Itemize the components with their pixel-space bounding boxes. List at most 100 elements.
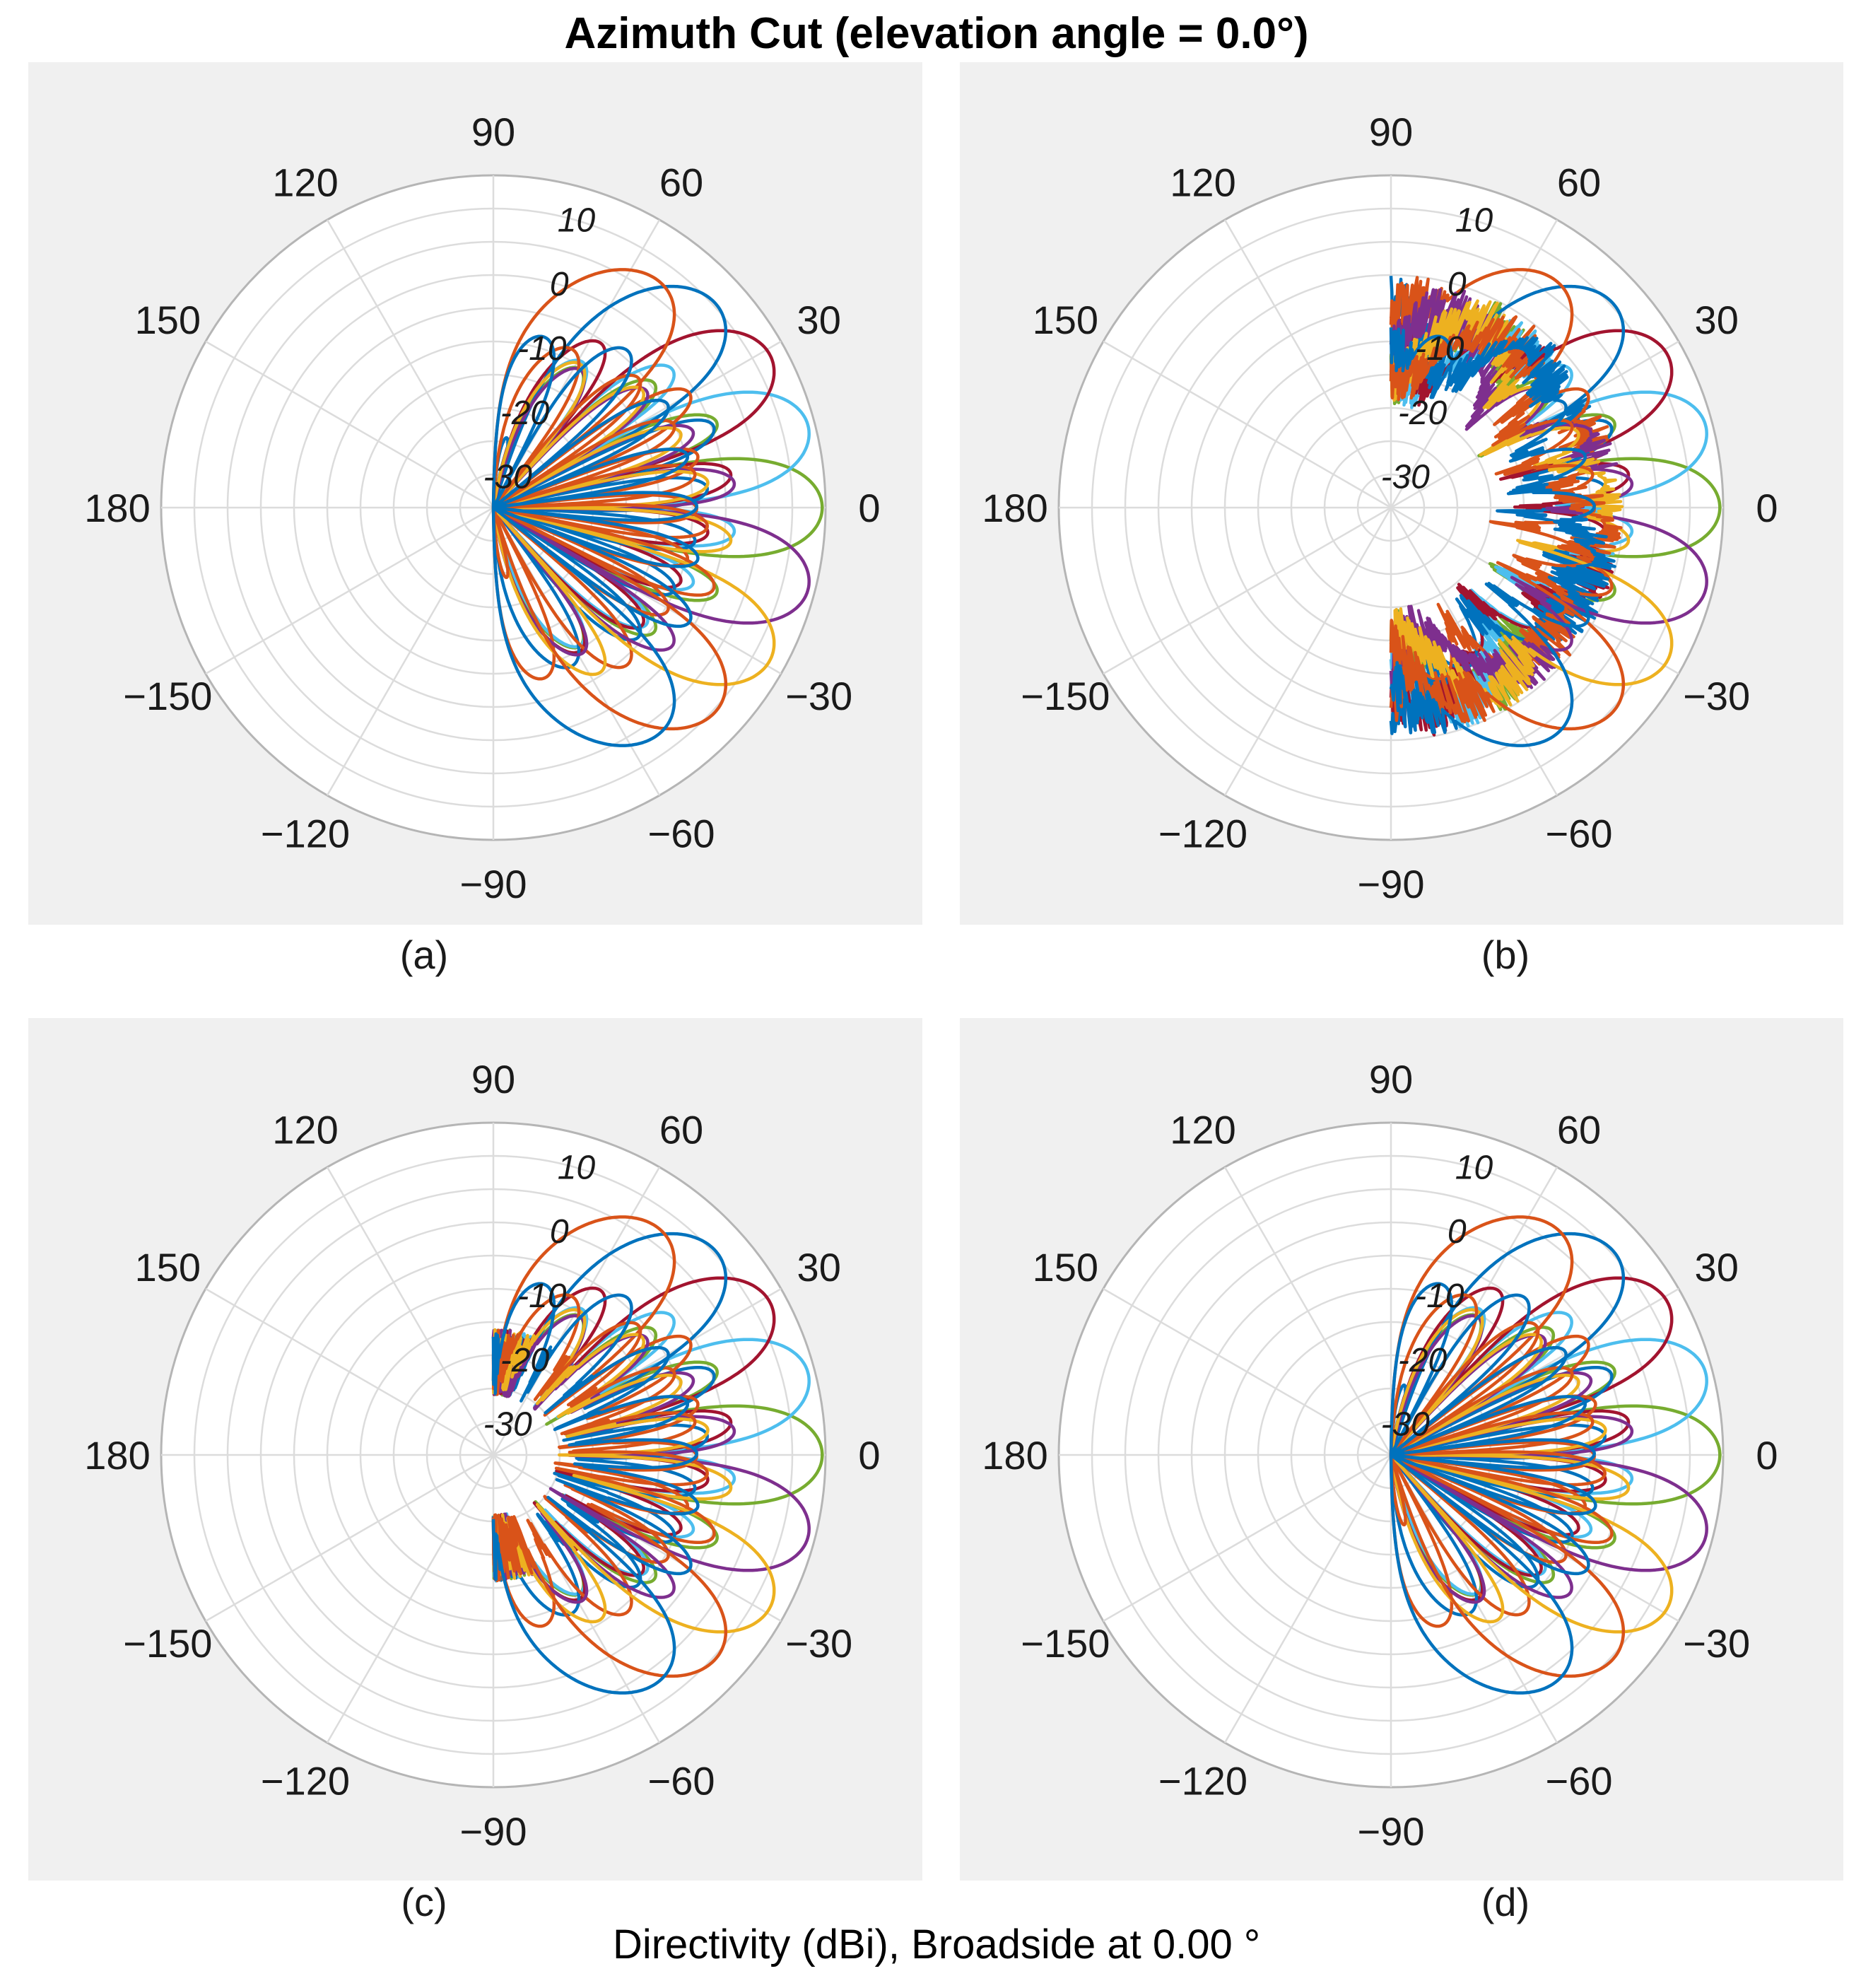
- theta-tick-label: −90: [460, 862, 527, 906]
- theta-tick-label: 30: [1695, 298, 1739, 342]
- theta-tick-label: 150: [135, 1245, 201, 1290]
- figure-xlabel: Directivity (dBi), Broadside at 0.00 °: [613, 1922, 1260, 1967]
- theta-tick-label: −30: [785, 674, 852, 718]
- theta-tick-label: 150: [1033, 298, 1098, 342]
- theta-tick-label: 120: [1170, 160, 1235, 204]
- r-tick-label: -10: [1415, 1277, 1464, 1315]
- theta-tick-label: 30: [797, 298, 841, 342]
- r-tick-label: -20: [1398, 1342, 1448, 1379]
- theta-tick-label: −150: [1021, 674, 1110, 718]
- grid-spoke: [1103, 340, 1392, 509]
- beam-pattern-line: [1389, 1282, 1597, 1695]
- theta-tick-label: −60: [648, 1759, 715, 1803]
- r-tick-label: 0: [550, 1213, 569, 1251]
- beam-pattern-line: [1389, 327, 1616, 747]
- theta-tick-label: −120: [261, 1759, 350, 1803]
- beam-pattern-line: [491, 1308, 776, 1634]
- theta-tick-label: 120: [1170, 1107, 1235, 1152]
- theta-tick-label: 0: [1756, 1433, 1778, 1478]
- theta-tick-label: −90: [1358, 1809, 1425, 1854]
- r-tick-label: 0: [550, 266, 569, 303]
- subplot-label: (a): [400, 932, 448, 977]
- theta-tick-label: 180: [982, 486, 1047, 530]
- r-tick-label: -10: [517, 1277, 567, 1315]
- theta-tick-label: 60: [1557, 1107, 1601, 1152]
- grid-spoke: [1223, 507, 1392, 796]
- grid-spoke: [205, 340, 494, 509]
- grid-spoke: [326, 1454, 495, 1743]
- r-tick-label: -10: [517, 330, 567, 368]
- theta-tick-label: 90: [1369, 110, 1413, 154]
- subplot-label: (b): [1481, 932, 1529, 977]
- r-tick-label: -30: [483, 1406, 533, 1444]
- theta-tick-label: −30: [1683, 1621, 1750, 1666]
- theta-tick-label: 60: [1557, 160, 1601, 204]
- grid-spoke: [205, 506, 494, 675]
- theta-tick-label: −120: [1158, 1759, 1247, 1803]
- theta-tick-label: 120: [272, 1107, 338, 1152]
- subplot-label: (d): [1481, 1880, 1529, 1924]
- beam-pattern-line: [491, 334, 700, 747]
- r-tick-label: -10: [1415, 330, 1464, 368]
- theta-tick-label: −90: [1358, 862, 1425, 906]
- panels-group: 0 30 60 90 120 150 180 −150 −120 −90 −60 −30 -30 -20 -…: [28, 62, 1843, 1924]
- r-tick-label: -30: [483, 459, 533, 496]
- grid-spoke: [1223, 1167, 1392, 1456]
- polar-panel-c: 0 30 60 90 120 150 180 −150 −120 −90 −60 −30 -30 -20 -…: [28, 1018, 922, 1924]
- theta-tick-label: −120: [261, 812, 350, 856]
- theta-tick-label: 90: [471, 110, 515, 154]
- theta-tick-label: 0: [1756, 486, 1778, 530]
- grid-spoke: [1103, 1454, 1392, 1622]
- r-tick-label: 10: [1455, 1149, 1493, 1186]
- grid-spoke: [205, 1287, 494, 1456]
- beam-pattern-line: [1389, 315, 1626, 731]
- theta-tick-label: 150: [135, 298, 201, 342]
- theta-tick-label: 90: [1369, 1057, 1413, 1101]
- theta-tick-label: 150: [1033, 1245, 1098, 1290]
- r-tick-label: -30: [1381, 459, 1431, 496]
- polar-panel-a: 0 30 60 90 120 150 180 −150 −120 −90 −60 −30 -30 -20 -…: [28, 62, 922, 977]
- beam-pattern-line: [491, 361, 776, 686]
- theta-tick-label: −60: [1546, 812, 1613, 856]
- theta-tick-label: 60: [659, 160, 703, 204]
- r-tick-label: 0: [1448, 1213, 1467, 1251]
- theta-tick-label: 30: [797, 1245, 841, 1290]
- theta-tick-label: 180: [84, 486, 150, 530]
- r-tick-label: -20: [1398, 394, 1448, 432]
- r-tick-label: 10: [1455, 201, 1493, 239]
- grid-spoke: [1103, 506, 1392, 675]
- beam-pattern-line: [491, 284, 728, 670]
- theta-tick-label: −60: [1546, 1759, 1613, 1803]
- grid-spoke: [1223, 1454, 1392, 1743]
- theta-tick-label: −150: [123, 674, 212, 718]
- grid-spoke: [326, 1167, 495, 1456]
- theta-tick-label: 0: [858, 486, 880, 530]
- polar-panel-b: 0 30 60 90 120 150 180 −150 −120 −90 −60 −30 -30 -20 -…: [960, 62, 1843, 977]
- grid-spoke: [1223, 219, 1392, 508]
- beam-pattern-line: [1389, 1293, 1626, 1678]
- theta-tick-label: 0: [858, 1433, 880, 1478]
- beam-pattern-line: [491, 1293, 728, 1678]
- grid-spoke: [1103, 1287, 1392, 1456]
- theta-tick-label: 90: [471, 1057, 515, 1101]
- theta-tick-label: −60: [648, 812, 715, 856]
- r-tick-label: -20: [500, 1342, 550, 1379]
- theta-tick-label: −150: [1021, 1621, 1110, 1666]
- theta-tick-label: 120: [272, 160, 338, 204]
- beam-pattern-line: [491, 1314, 811, 1604]
- theta-tick-label: −30: [1683, 674, 1750, 718]
- beam-pattern-line: [491, 346, 728, 731]
- theta-tick-label: −30: [785, 1621, 852, 1666]
- theta-tick-label: −150: [123, 1621, 212, 1666]
- beam-pattern-line: [491, 1282, 700, 1695]
- theta-tick-label: 60: [659, 1107, 703, 1152]
- theta-tick-label: 30: [1695, 1245, 1739, 1290]
- beam-pattern-line: [1389, 1308, 1674, 1634]
- theta-tick-label: −90: [460, 1809, 527, 1854]
- polar-panel-d: 0 30 60 90 120 150 180 −150 −120 −90 −60 −30 -30 -20 -…: [960, 1018, 1843, 1924]
- r-tick-label: -20: [500, 394, 550, 432]
- grid-spoke: [205, 1454, 494, 1622]
- r-tick-label: -30: [1381, 1406, 1431, 1444]
- grid-spoke: [326, 219, 495, 508]
